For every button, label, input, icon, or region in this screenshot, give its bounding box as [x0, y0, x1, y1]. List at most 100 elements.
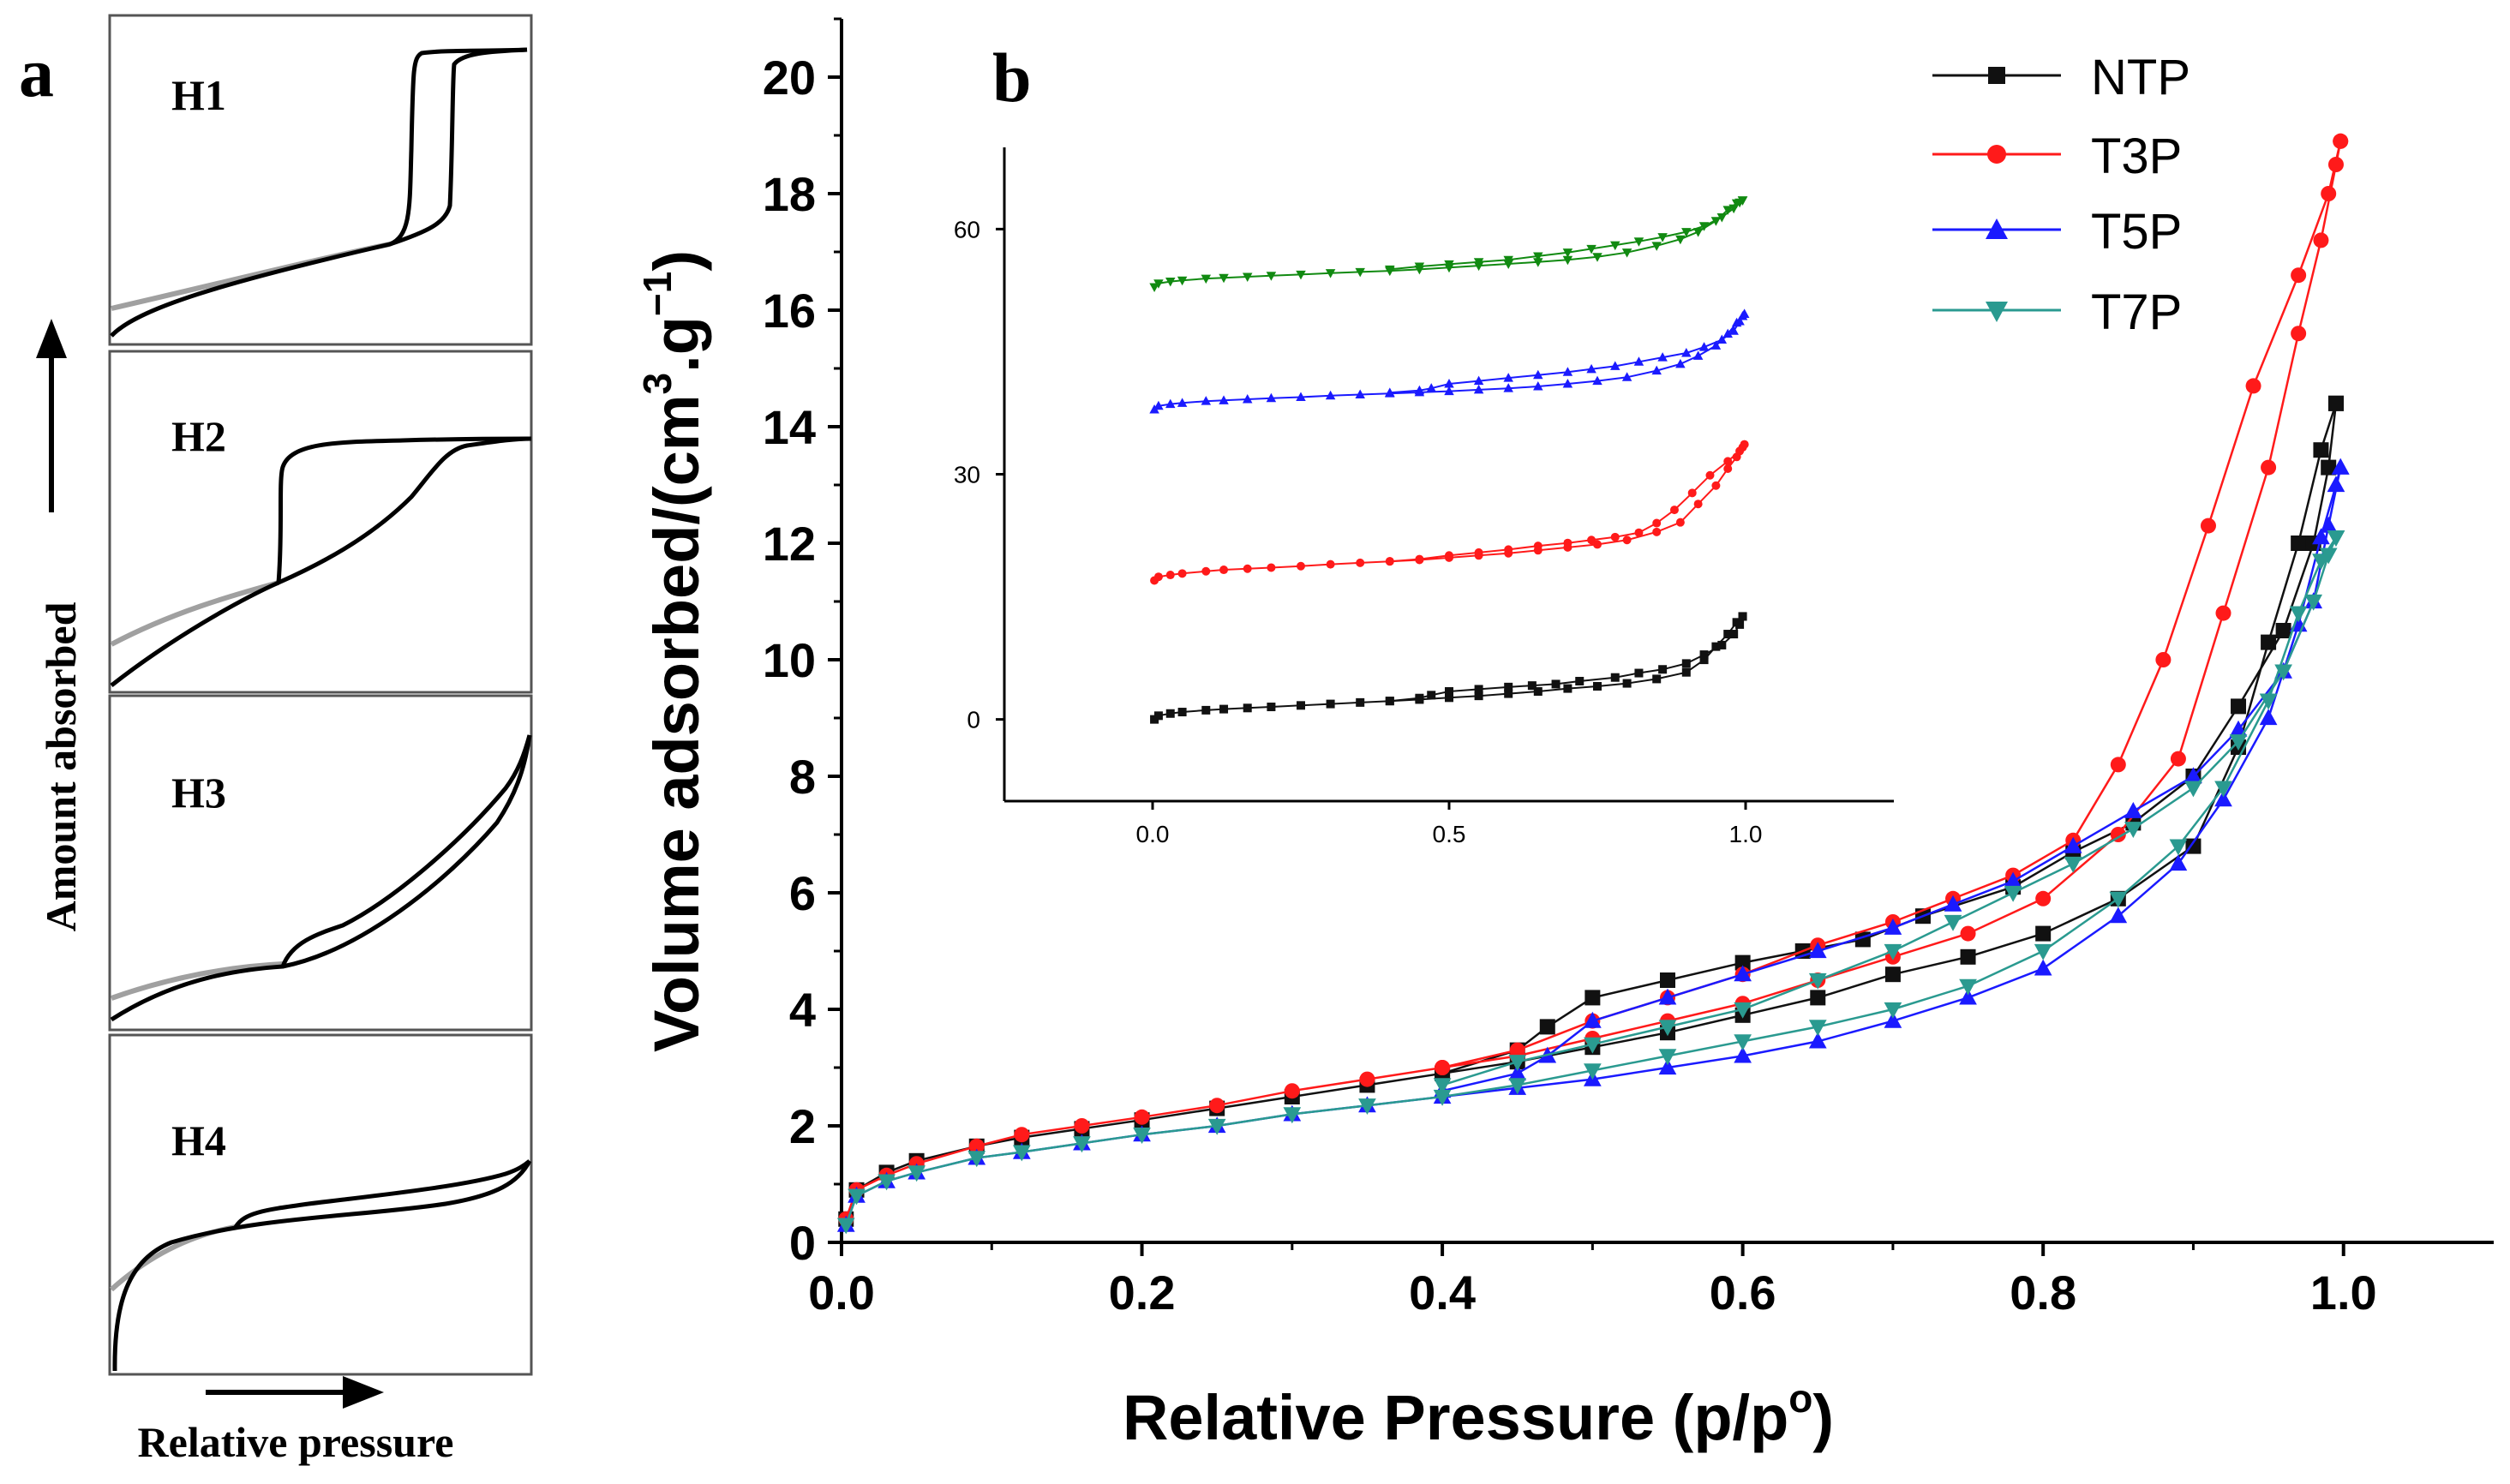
inset-red-point [1723, 457, 1733, 466]
inset-black-point [1717, 640, 1727, 649]
inset-y-tick-label: 30 [954, 462, 980, 488]
ntp-point [1584, 990, 1601, 1006]
inset-red-point [1504, 545, 1513, 554]
panel-a-ylabel: Amount absorbed [37, 601, 85, 931]
t7p-point [2259, 693, 2278, 710]
inset-green-point [1296, 270, 1306, 280]
t3p-point [1284, 1083, 1300, 1099]
inset-red-point [1153, 572, 1163, 582]
t3p-point [2200, 518, 2216, 534]
t3p-point [2155, 652, 2172, 667]
h2-desorption-curve [276, 436, 532, 583]
inset-green-point [1177, 276, 1188, 286]
h3-adsorption-curve [110, 734, 532, 1022]
t7p-point [1207, 1118, 1226, 1135]
inset-series-green [1149, 196, 1748, 292]
inset-blue-point [1728, 326, 1739, 335]
legend-entry-t7p: T7P [1932, 284, 2182, 340]
inset-x-tick-label: 0.5 [1433, 821, 1466, 847]
legend-marker-t7p [1986, 302, 2008, 322]
hysteresis-panel-h4: H4 [108, 1033, 533, 1376]
t3p-point [2110, 827, 2126, 842]
inset-black-point [1219, 704, 1229, 714]
inset-red-point [1622, 536, 1632, 545]
inset-green-point [1586, 244, 1596, 254]
t5p-point [1584, 1011, 1602, 1028]
t7p-point [2289, 606, 2308, 623]
t7p-point [1884, 1002, 1902, 1019]
inset-blue-point [1201, 396, 1212, 405]
t7p-point [2124, 822, 2142, 838]
inset-red-point [1610, 532, 1620, 542]
t7p-point [2169, 839, 2188, 856]
inset-black-point [1533, 687, 1543, 697]
main-axes [840, 19, 2494, 1244]
main-ticks: 0.0 0.2 0.4 0.6 0.8 1.0 0 2 4 6 8 10 12 14 16 18 20 [763, 17, 2377, 1319]
t5p-point [1959, 988, 1977, 1005]
inset-green-point [1651, 242, 1662, 251]
main-series [836, 133, 2350, 1235]
t7p-point [2327, 530, 2345, 547]
main-ylabel: Volume adsorbed/(cm3.g−1) [635, 250, 712, 1052]
t7p-point [1658, 1049, 1677, 1066]
inset-y-tick-label: 0 [967, 707, 980, 733]
inset-red-point [1415, 554, 1424, 564]
inset-red-point [1533, 542, 1543, 551]
inset-black-point [1267, 703, 1276, 712]
legend-marker-ntp [1988, 67, 2005, 84]
inset-green-point [1149, 283, 1159, 292]
t3p-point [2333, 133, 2349, 149]
legend-label-t5p: T5P [2091, 204, 2182, 260]
t3p-point [1014, 1127, 1030, 1143]
t7p-point [1358, 1098, 1376, 1115]
inset-black-point [1652, 674, 1662, 684]
inset-x-tick-label: 1.0 [1729, 821, 1763, 847]
t5p-point [1658, 988, 1677, 1005]
inset-green-point [1153, 279, 1164, 289]
inset-blue-point [1325, 390, 1336, 400]
inset-red-adsorption-line [1153, 444, 1746, 582]
panel-h4-title: H4 [171, 1116, 226, 1164]
inset-red-point [1267, 563, 1276, 572]
t7p-point [1133, 1128, 1151, 1144]
inset-black-point [1427, 691, 1436, 700]
panel-h4-frame [108, 1033, 533, 1376]
inset-blue-point [1242, 394, 1253, 404]
t5p-point [1884, 1011, 1902, 1028]
t5p-point [1884, 919, 1902, 935]
t5p-point [2124, 802, 2142, 818]
inset-red-point [1385, 557, 1394, 566]
legend: NTP T3P T5P T7P [1932, 50, 2190, 340]
ntp-point [2035, 925, 2052, 942]
t3p-point [1960, 925, 1976, 942]
t7p-point [1734, 1034, 1752, 1051]
t5p-point [2214, 790, 2232, 807]
inset-green-point [1728, 204, 1739, 214]
ntp-point [1810, 990, 1826, 1006]
inset-black-point [1681, 659, 1691, 668]
h3-desorption-curve [280, 734, 532, 967]
panel-a-xlabel: Relative pressure [138, 1418, 454, 1466]
inset-green-point [1165, 278, 1176, 287]
y-tick-label: 18 [763, 167, 816, 221]
inset-red-point [1687, 488, 1697, 498]
inset-black-point [1658, 665, 1668, 674]
legend-marker-t5p [1986, 218, 2008, 239]
t5p-point [1808, 1032, 1827, 1049]
inset-black-point [1681, 667, 1691, 677]
t5p-point [2004, 871, 2022, 889]
inset-black-point [1735, 619, 1745, 629]
ntp-point [1960, 948, 1976, 965]
t7p-point [1884, 943, 1902, 960]
inset-green-point [1734, 198, 1745, 208]
inset-red-point [1675, 518, 1685, 527]
inset-green-point [1692, 228, 1704, 237]
inset-green-point [1610, 241, 1620, 251]
h1-desorption-curve [388, 47, 528, 247]
ntp-point [2275, 623, 2291, 638]
t7p-point [1012, 1145, 1031, 1162]
inset-green-point [1201, 274, 1212, 284]
ntp-point [1539, 1019, 1555, 1035]
inset-black-point [1622, 679, 1632, 688]
t7p-point [2109, 891, 2128, 908]
